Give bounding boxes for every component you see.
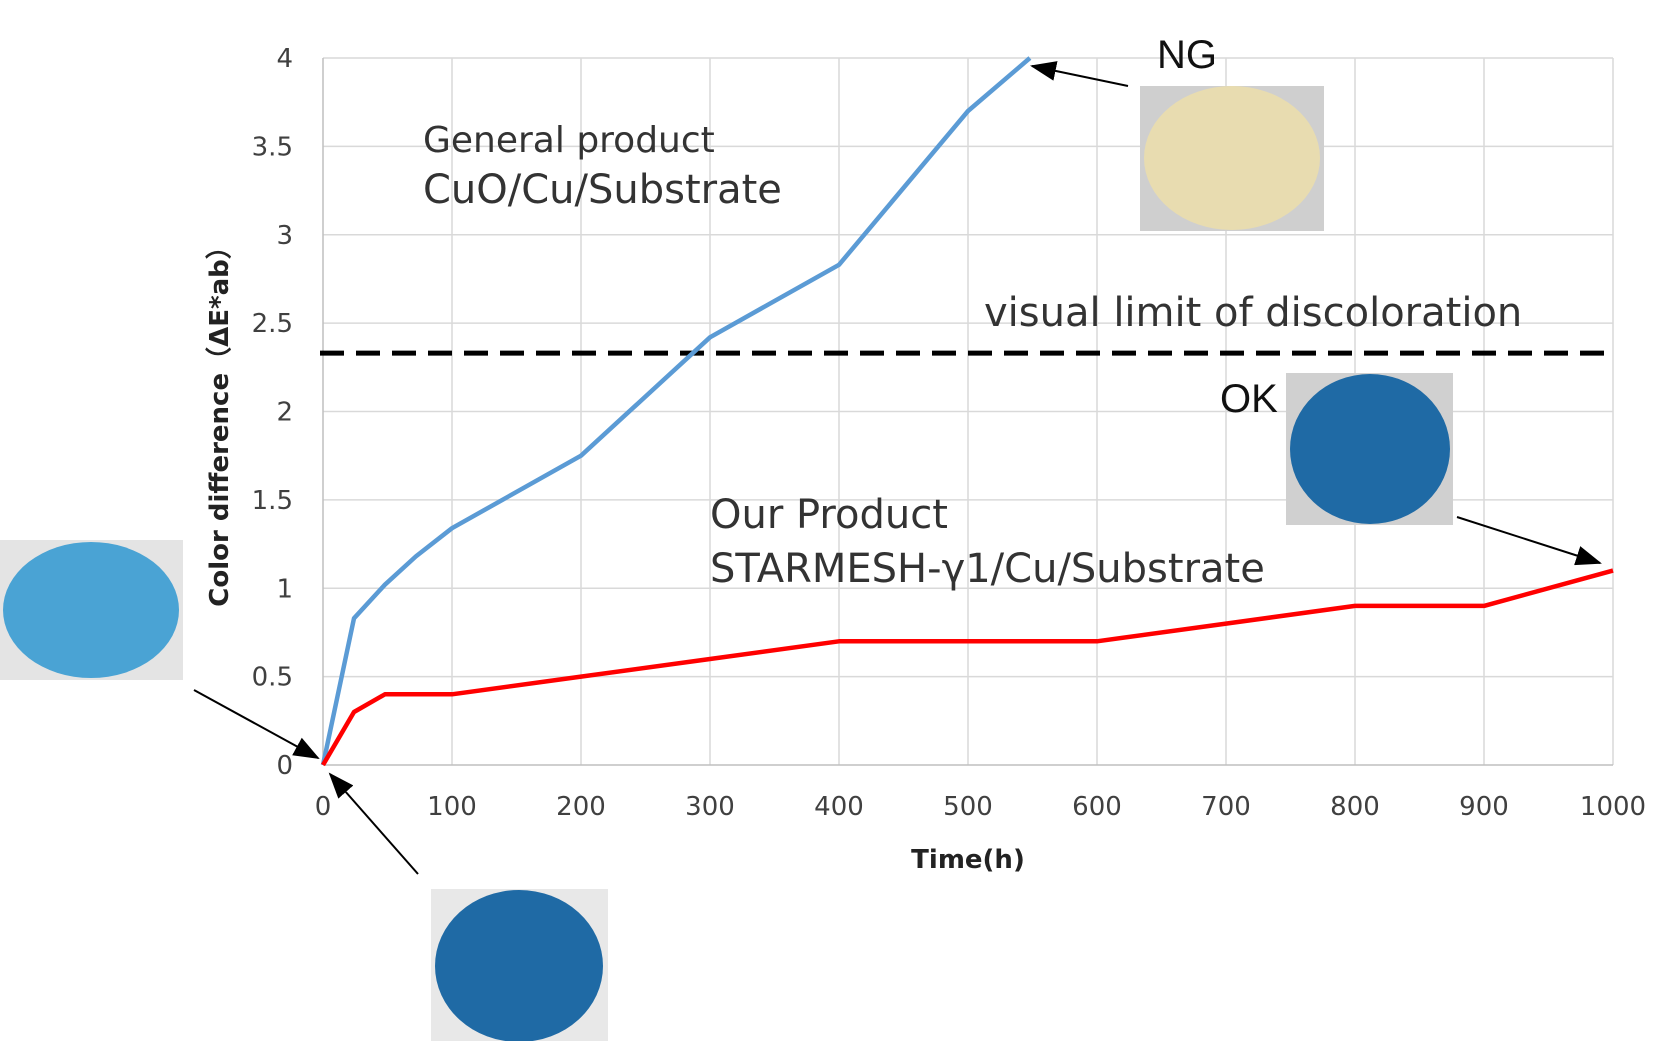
our-product-structure-label: STARMESH-γ1/Cu/Substrate	[710, 546, 1265, 592]
series-line-our-product	[321, 568, 1614, 767]
ok-label: OK	[1220, 377, 1278, 421]
x-tick-label: 0	[315, 792, 332, 822]
arrow-left-wafer	[193, 689, 320, 759]
x-tick-label: 700	[1201, 792, 1251, 822]
y-tick-label: 2	[276, 398, 293, 428]
arrow-ng	[1030, 61, 1129, 87]
x-axis-ticks: 0 100 200 300 400 500 600 700 800 900 1000	[315, 792, 1646, 822]
x-tick-label: 100	[427, 792, 477, 822]
y-tick-label: 2.5	[252, 309, 293, 339]
ng-label: NG	[1157, 33, 1217, 77]
annotation-arrows	[193, 61, 1602, 875]
y-axis-ticks: 0 0.5 1 1.5 2 2.5 3 3.5 4	[252, 44, 293, 781]
y-tick-label: 0.5	[252, 663, 293, 693]
series-group	[320, 56, 1614, 767]
wafer-photo-ng	[1140, 86, 1324, 231]
wafer-photo-ok	[1286, 373, 1453, 525]
y-tick-label: 1	[276, 574, 293, 604]
y-tick-label: 3.5	[252, 132, 293, 162]
y-tick-label: 0	[276, 751, 293, 781]
x-tick-label: 900	[1459, 792, 1509, 822]
arrow-ok	[1456, 516, 1602, 566]
axes	[322, 58, 1613, 766]
y-axis-title: Color difference（ΔE*ab）	[205, 233, 235, 606]
general-product-label: General product	[423, 120, 715, 161]
x-tick-label: 800	[1330, 792, 1380, 822]
x-tick-label: 400	[814, 792, 864, 822]
x-tick-label: 200	[556, 792, 606, 822]
x-tick-label: 600	[1072, 792, 1122, 822]
wafer-photo-initial-left	[0, 540, 183, 680]
arrow-bottom-wafer	[328, 772, 419, 875]
threshold-label: visual limit of discoloration	[984, 290, 1522, 336]
our-product-label: Our Product	[710, 492, 948, 538]
y-tick-label: 4	[276, 44, 293, 74]
x-tick-label: 300	[685, 792, 735, 822]
x-tick-label: 500	[943, 792, 993, 822]
y-tick-label: 1.5	[252, 486, 293, 516]
wafer-photo-initial-bottom	[431, 889, 608, 1041]
general-product-structure-label: CuO/Cu/Substrate	[423, 167, 782, 213]
x-axis-title: Time(h)	[911, 845, 1025, 875]
x-tick-label: 1000	[1580, 792, 1646, 822]
series-line-general-product	[320, 56, 1032, 766]
y-tick-label: 3	[276, 221, 293, 251]
